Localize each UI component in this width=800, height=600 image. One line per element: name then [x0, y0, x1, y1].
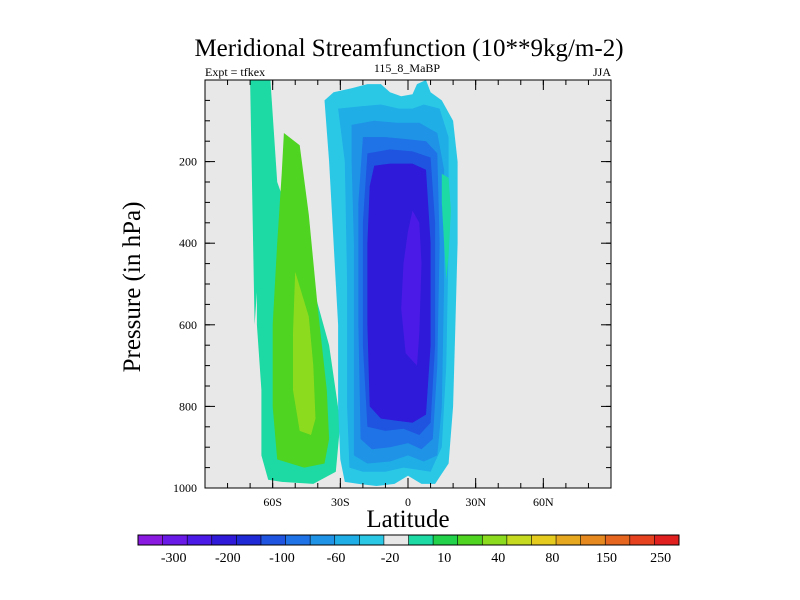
colorbar-swatch	[506, 535, 532, 545]
colorbar-swatch	[383, 535, 409, 545]
colorbar-swatch	[211, 535, 237, 545]
y-tick-label: 400	[179, 236, 197, 250]
y-tick-label: 200	[179, 155, 197, 169]
x-tick-label: 60N	[533, 495, 554, 509]
x-tick-label: 0	[405, 495, 411, 509]
x-tick-label: 30S	[331, 495, 350, 509]
colorbar: -300 -200 -100 -60 -20 10 40 80 150 250	[137, 534, 680, 566]
contour-field-9	[401, 210, 422, 366]
x-axis-label: Latitude	[366, 506, 449, 533]
colorbar-swatch	[482, 535, 508, 545]
season-label: JJA	[593, 65, 611, 79]
experiment-label: Expt = tfkex	[205, 65, 265, 79]
colorbar-swatch	[285, 535, 311, 545]
colorbar-swatch	[433, 535, 458, 545]
y-tick-label: 1000	[173, 481, 197, 495]
colorbar-swatch	[359, 535, 385, 545]
colorbar-swatch	[556, 535, 581, 545]
colorbar-label: 40	[491, 551, 505, 566]
colorbar-label: -20	[381, 551, 400, 566]
y-axis-label: Pressure (in hPa)	[119, 202, 146, 373]
colorbar-label: -60	[327, 551, 346, 566]
colorbar-swatch	[187, 535, 213, 545]
colorbar-swatch	[629, 535, 655, 545]
colorbar-swatch	[605, 535, 631, 545]
contour-field-2	[293, 271, 316, 435]
chart-title: Meridional Streamfunction (10**9kg/m-2)	[194, 35, 623, 62]
colorbar-swatch	[334, 535, 360, 545]
colorbar-border	[137, 534, 680, 546]
plot-area: 60S 30S 0 30N 60N 200 400 600 800 1000	[173, 79, 612, 509]
x-tick-label: 60S	[263, 495, 282, 509]
colorbar-swatch	[654, 535, 680, 545]
colorbar-swatch	[162, 535, 188, 545]
colorbar-label: 250	[650, 551, 671, 566]
colorbar-label: -300	[161, 551, 187, 566]
colorbar-label: -100	[269, 551, 295, 566]
axis-ticks: 60S 30S 0 30N 60N 200 400 600 800 1000	[173, 80, 611, 509]
contour-fields	[250, 80, 458, 486]
colorbar-swatch	[310, 535, 336, 545]
colorbar-swatch	[580, 535, 606, 545]
colorbar-swatch	[138, 535, 163, 545]
colorbar-label: 10	[437, 551, 451, 566]
colorbar-label: 80	[545, 551, 559, 566]
colorbar-swatch	[260, 535, 286, 545]
plot-border	[204, 79, 612, 489]
contour-field-10	[441, 173, 451, 280]
colorbar-swatch	[408, 535, 434, 545]
colorbar-swatch	[531, 535, 557, 545]
contour-field-8	[367, 163, 431, 423]
colorbar-swatch	[457, 535, 483, 545]
y-tick-label: 800	[179, 399, 197, 413]
x-tick-label: 30N	[465, 495, 486, 509]
period-label: 115_8_MaBP	[374, 61, 441, 75]
colorbar-label: 150	[596, 551, 617, 566]
colorbar-label: -200	[215, 551, 241, 566]
colorbar-swatch	[236, 535, 262, 545]
y-tick-label: 600	[179, 318, 197, 332]
